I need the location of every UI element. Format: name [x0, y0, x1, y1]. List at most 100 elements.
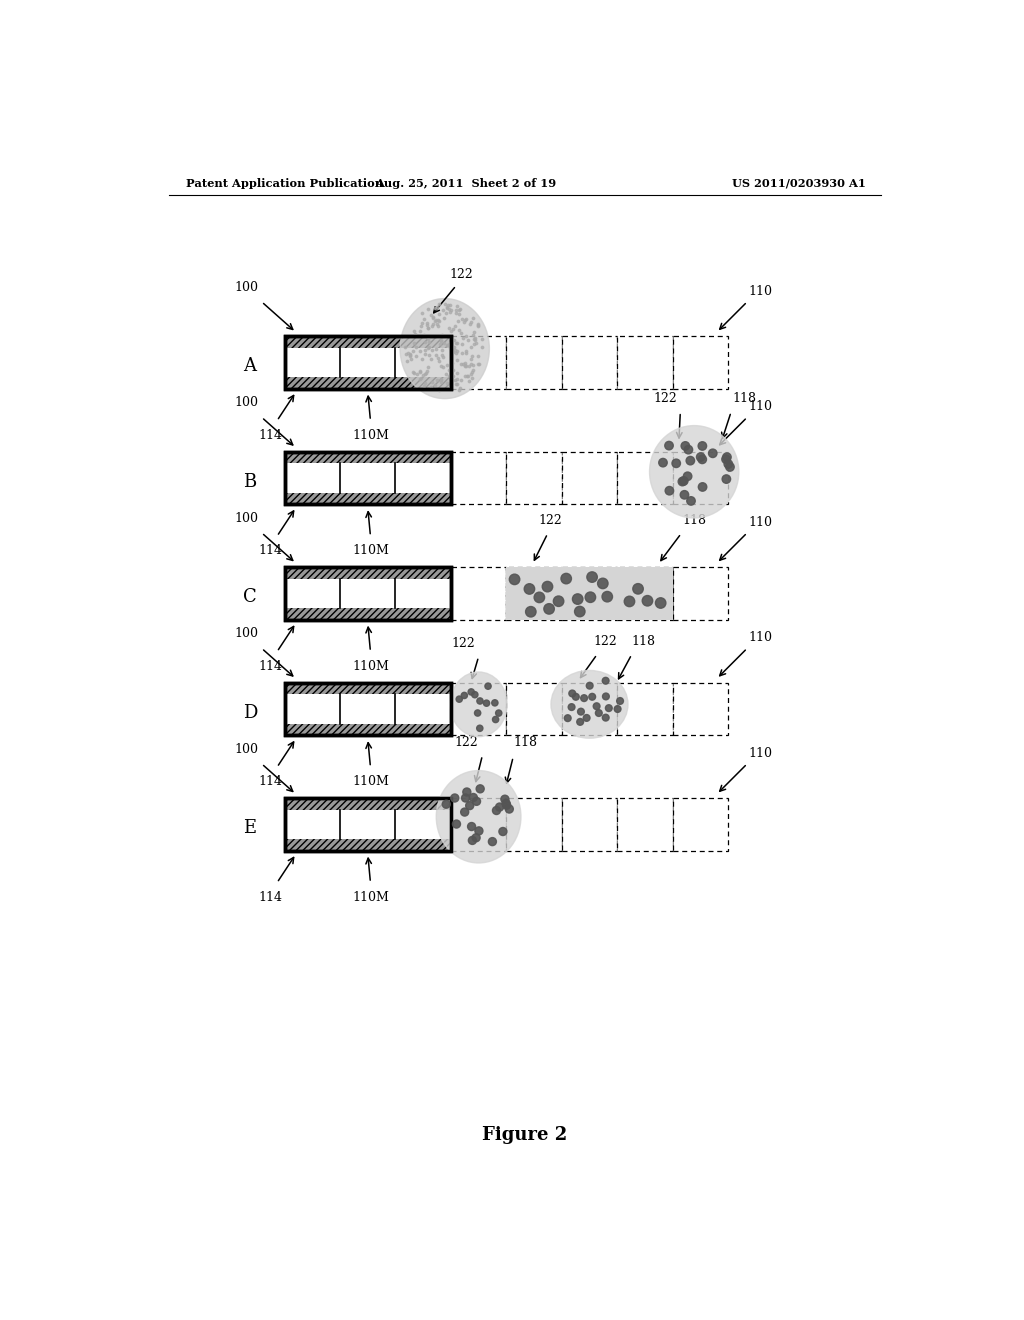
Point [429, 370, 445, 391]
Point [442, 300, 459, 321]
Bar [285, 682, 451, 694]
Circle shape [488, 838, 497, 846]
Bar [673, 682, 728, 735]
Point [419, 360, 435, 381]
Circle shape [584, 714, 590, 721]
Bar [285, 840, 451, 850]
Point [447, 300, 464, 321]
Point [440, 334, 457, 355]
Point [462, 313, 478, 334]
Bar [617, 568, 673, 619]
Point [431, 293, 447, 314]
Point [418, 363, 434, 384]
Point [447, 370, 464, 391]
Bar [285, 609, 451, 619]
Circle shape [451, 795, 459, 803]
Bar [617, 337, 673, 388]
Bar [285, 451, 451, 463]
Circle shape [469, 793, 477, 801]
Bar [673, 337, 728, 388]
Point [414, 348, 430, 370]
Point [447, 333, 464, 354]
Bar [285, 568, 451, 578]
Circle shape [602, 591, 612, 602]
Point [417, 372, 433, 393]
Point [435, 356, 452, 378]
Bar [285, 347, 451, 378]
Point [467, 330, 483, 351]
Point [425, 308, 441, 329]
Point [468, 333, 484, 354]
Point [460, 366, 476, 387]
Circle shape [535, 593, 545, 603]
Circle shape [722, 455, 730, 463]
Text: 110M: 110M [352, 429, 389, 442]
Point [452, 378, 468, 399]
Point [437, 363, 454, 384]
Text: E: E [244, 820, 256, 837]
Point [440, 366, 457, 387]
Text: 122: 122 [593, 635, 617, 648]
Bar [285, 568, 451, 578]
Point [442, 341, 459, 362]
Circle shape [593, 702, 600, 710]
Circle shape [678, 478, 687, 486]
Circle shape [722, 475, 730, 483]
Bar [673, 451, 728, 504]
Point [438, 354, 455, 375]
Bar [285, 799, 451, 850]
Bar [285, 809, 451, 840]
Text: 122: 122 [455, 737, 478, 748]
Point [419, 313, 435, 334]
Text: D: D [243, 704, 257, 722]
Circle shape [585, 591, 596, 602]
Point [442, 338, 459, 359]
Point [423, 305, 439, 326]
Bar [285, 337, 451, 388]
Bar [451, 451, 506, 504]
Bar [451, 799, 506, 850]
Point [402, 345, 419, 366]
Point [433, 330, 450, 351]
Bar [562, 682, 617, 735]
Point [460, 329, 476, 350]
Point [432, 372, 449, 393]
Point [401, 343, 418, 364]
Circle shape [476, 725, 483, 731]
Bar [562, 451, 617, 504]
Circle shape [723, 453, 731, 462]
Bar [506, 337, 562, 388]
Bar [451, 682, 506, 735]
Circle shape [684, 445, 692, 454]
Circle shape [525, 606, 536, 616]
Circle shape [581, 694, 588, 701]
Circle shape [602, 714, 609, 721]
Text: 114: 114 [259, 660, 283, 673]
Text: 118: 118 [632, 635, 655, 648]
Text: B: B [244, 473, 257, 491]
Point [420, 338, 436, 359]
Bar [285, 378, 451, 388]
Point [441, 360, 458, 381]
Point [457, 355, 473, 376]
Point [431, 351, 447, 372]
Bar [285, 799, 451, 850]
Point [445, 360, 462, 381]
Point [441, 334, 458, 355]
Bar [285, 609, 451, 619]
Bar [285, 682, 451, 735]
Circle shape [493, 807, 501, 814]
Bar [285, 799, 451, 809]
Point [420, 318, 436, 339]
Point [474, 337, 490, 358]
Point [455, 354, 471, 375]
Point [431, 310, 447, 331]
Point [428, 338, 444, 359]
Point [443, 352, 460, 374]
Point [430, 347, 446, 368]
Point [420, 356, 436, 378]
Point [432, 334, 449, 355]
Point [461, 370, 477, 391]
Point [466, 329, 482, 350]
Circle shape [589, 693, 596, 700]
